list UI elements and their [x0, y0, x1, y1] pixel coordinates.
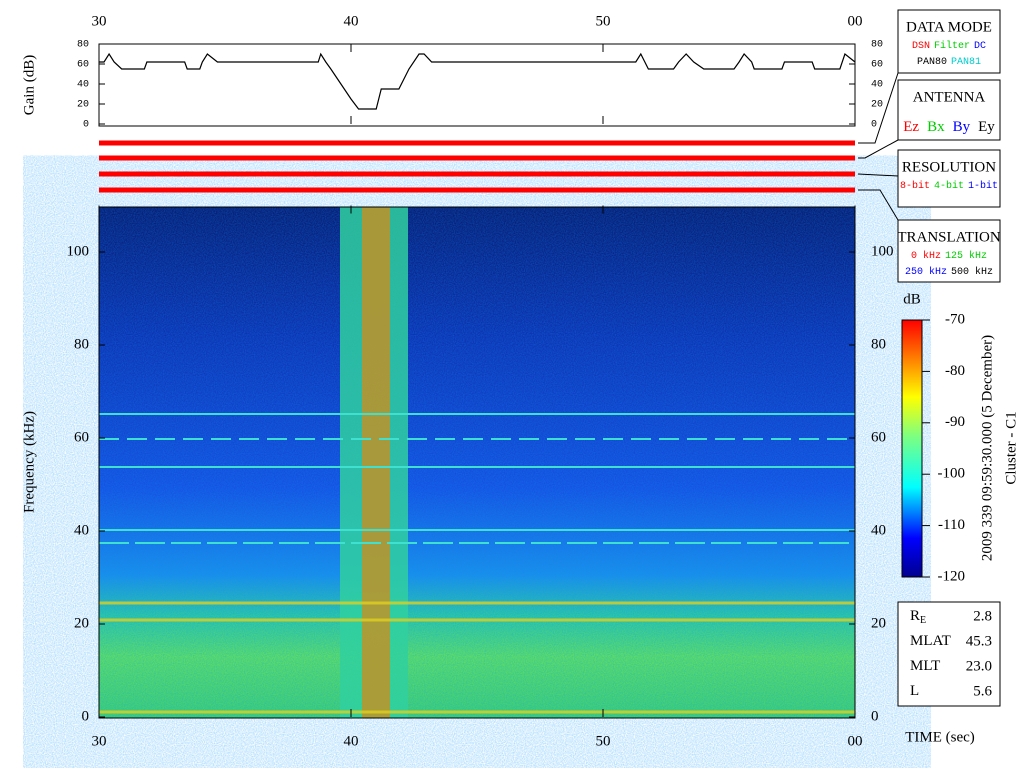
orbit-value: 2.8: [973, 608, 992, 624]
panel-row: 250 kHz 500 kHz: [905, 266, 993, 278]
colorbar-label: dB: [903, 291, 921, 307]
x-tick-label: 00: [848, 13, 863, 29]
panel-row: PAN80 PAN81: [917, 57, 981, 68]
orbit-label: RE: [910, 608, 926, 626]
orbit-value: 5.6: [973, 683, 992, 699]
orbit-box: [897, 601, 1001, 707]
y-tick-label: 40: [74, 522, 89, 538]
panel-title: TRANSLATION: [897, 229, 1000, 245]
y-tick-label: 60: [74, 429, 89, 445]
gain-axis-label: Gain (dB): [21, 55, 37, 115]
colorbar-tick-label: -120: [938, 568, 966, 584]
orbit-label: L: [910, 683, 919, 699]
colorbar-tick-label: -70: [945, 311, 965, 327]
y-tick-label: 80: [871, 40, 883, 51]
x-tick-label: 00: [848, 733, 863, 749]
orbit-label-main: L: [910, 683, 919, 699]
y-tick-label: 80: [871, 336, 886, 352]
panel-connectors: [857, 72, 899, 221]
y-tick-label: 60: [871, 429, 886, 445]
y-tick-label: 60: [871, 60, 883, 71]
panel-item: 500 kHz: [951, 266, 993, 278]
y-tick-label: 0: [83, 120, 89, 131]
panel-box: [897, 149, 1001, 208]
panel-box: [897, 219, 1001, 283]
panel-row: Ez Bx By Ey: [903, 119, 995, 135]
x-tick-label: 30: [92, 733, 107, 749]
panel-item: 8-bit: [900, 180, 930, 192]
y-tick-label: 20: [77, 100, 89, 111]
y-tick-label: 40: [871, 522, 886, 538]
colorbar: [901, 319, 923, 578]
x-tick-label: 40: [344, 733, 359, 749]
x-tick-label: 50: [596, 13, 611, 29]
spacecraft-label: Cluster - C1: [1003, 411, 1019, 484]
panel-item: 1-bit: [968, 180, 998, 192]
y-tick-label: 0: [871, 708, 879, 724]
panel-box: [897, 9, 1001, 74]
panel-item: PAN80: [917, 57, 947, 68]
panel-row: DSN Filter DC: [912, 40, 986, 52]
gain-frame: [98, 43, 856, 127]
y-tick-label: 0: [871, 120, 877, 131]
panel-item: Bx: [927, 119, 945, 135]
y-tick-label: 20: [871, 615, 886, 631]
y-tick-label: 20: [871, 100, 883, 111]
panel-item: 250 kHz: [905, 266, 947, 278]
time-axis-label: TIME (sec): [905, 729, 975, 745]
orbit-value: 23.0: [966, 658, 992, 674]
panel-item: 0 kHz: [911, 250, 941, 262]
orbit-value: 45.3: [966, 633, 992, 649]
gain-line: [99, 52, 856, 110]
colorbar-tick-label: -100: [938, 466, 966, 482]
colorbar-tick-label: -90: [945, 414, 965, 430]
orbit-label-sub: E: [920, 615, 926, 626]
x-tick-label: 30: [92, 13, 107, 29]
y-tick-label: 100: [67, 243, 90, 259]
panel-item: DC: [974, 41, 986, 52]
spectrogram: [99, 207, 855, 718]
panel-item: Ey: [978, 119, 995, 135]
orbit-label: MLT: [910, 658, 940, 674]
panel-item: 125 kHz: [945, 250, 987, 262]
frequency-axis-label: Frequency (kHz): [21, 411, 37, 513]
orbit-label-main: MLAT: [910, 633, 951, 649]
date-label: 2009 339 09:59:30.000 (5 December): [979, 335, 995, 561]
y-tick-label: 80: [77, 40, 89, 51]
y-tick-label: 80: [74, 336, 89, 352]
x-tick-label: 40: [344, 13, 359, 29]
y-tick-label: 0: [82, 708, 90, 724]
panel-item: Filter: [934, 40, 970, 52]
colorbar-tick-label: -80: [945, 363, 965, 379]
mode-bars: [99, 140, 855, 193]
panel-item: Ez: [903, 119, 919, 135]
panel-item: By: [953, 119, 971, 135]
panel-row: 8-bit 4-bit 1-bit: [900, 180, 998, 192]
panel-item: 4-bit: [934, 180, 964, 192]
panel-title: RESOLUTION: [902, 159, 996, 175]
panel-item: DSN: [912, 41, 930, 52]
orbit-label-main: MLT: [910, 658, 940, 674]
spectrogram-frame: [98, 206, 856, 719]
colorbar-tick-label: -110: [938, 517, 965, 533]
orbit-label-main: R: [910, 608, 920, 624]
panel-title: ANTENNA: [913, 89, 986, 105]
y-tick-label: 60: [77, 60, 89, 71]
y-tick-label: 100: [871, 243, 894, 259]
y-tick-label: 20: [74, 615, 89, 631]
x-tick-label: 50: [596, 733, 611, 749]
panel-row: 0 kHz 125 kHz: [911, 250, 987, 262]
panel-box: [897, 79, 1001, 141]
y-tick-label: 40: [871, 80, 883, 91]
y-tick-label: 40: [77, 80, 89, 91]
panel-title: DATA MODE: [906, 19, 992, 35]
panel-item: PAN81: [951, 57, 981, 68]
orbit-label: MLAT: [910, 633, 951, 649]
